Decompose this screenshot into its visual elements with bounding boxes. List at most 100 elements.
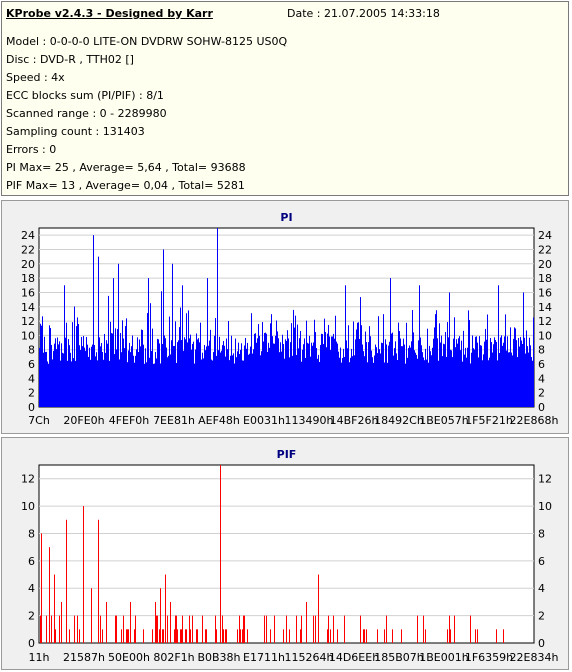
pi-bar [243, 360, 244, 407]
pi-bar [174, 345, 175, 407]
pi-bar [507, 336, 508, 407]
pi-bar [377, 353, 378, 407]
pi-bar [183, 350, 184, 407]
pi-bar [381, 342, 382, 407]
pif-bar [130, 601, 131, 643]
pif-bars [40, 465, 504, 643]
pi-bar [330, 349, 331, 407]
pi-bar [329, 336, 330, 407]
pif-bar [244, 615, 245, 643]
pi-bar [373, 362, 374, 407]
pi-bar [72, 322, 73, 407]
pi-bar [118, 263, 119, 407]
pi-bar [276, 320, 277, 407]
pi-bar [311, 342, 312, 407]
pif-bar [330, 629, 331, 643]
pi-bar [142, 330, 143, 407]
pif-bar [41, 533, 42, 643]
pi-bar [48, 363, 49, 407]
pi-bar [503, 342, 504, 407]
pi-bar [290, 342, 291, 407]
pi-bar [348, 325, 349, 407]
pi-bar [362, 344, 363, 407]
pi-bar [223, 340, 224, 407]
pif-bar [363, 629, 364, 643]
pif-bar [503, 629, 504, 643]
pi-bar [102, 352, 103, 407]
pi-bar [324, 318, 325, 407]
pi-bar [420, 337, 421, 407]
pi-ytick-right: 4 [538, 372, 545, 385]
pif-bar [222, 615, 223, 643]
pi-bar [56, 349, 57, 407]
pif-bar [237, 629, 238, 643]
pi-bar [123, 338, 124, 407]
pi-bar [359, 338, 360, 407]
pi-bar [62, 352, 63, 407]
pi-bar [459, 336, 460, 407]
pif-bar [176, 615, 177, 643]
pi-bar [85, 350, 86, 407]
pi-bar [74, 306, 75, 407]
pi-bar [344, 356, 345, 407]
pi-bar [92, 344, 93, 407]
pi-bar [514, 327, 515, 407]
pi-bar [191, 349, 192, 407]
pi-bar [82, 346, 83, 407]
pi-bar [39, 347, 40, 407]
pi-bar [498, 285, 499, 407]
pif-bar [344, 615, 345, 643]
pi-bar [169, 316, 170, 407]
pif-bar [223, 629, 224, 643]
pi-bar [493, 344, 494, 407]
pi-ytick-left: 2 [28, 387, 35, 400]
pi-bar [180, 307, 181, 407]
pi-bar [415, 352, 416, 407]
pif-bar [167, 615, 168, 643]
pi-bar [320, 344, 321, 407]
pi-bar [530, 345, 531, 407]
pi-bar [67, 360, 68, 407]
pi-bar [353, 321, 354, 407]
pif-bar [243, 615, 244, 643]
pi-bar [457, 343, 458, 407]
pi-bar [43, 352, 44, 407]
pif-bar [98, 519, 99, 643]
info-lines: Model : 0-0-0-0 LITE-ON DVDRW SOHW-8125 … [6, 33, 287, 195]
pi-bar [446, 356, 447, 407]
pi-ytick-right: 14 [538, 301, 552, 314]
pi-bar [69, 345, 70, 407]
pi-bar [432, 347, 433, 407]
pi-bar [257, 338, 258, 407]
pif-xtick-label: 115264h [285, 651, 334, 664]
pif-bar [128, 629, 129, 643]
pi-bar [249, 353, 250, 407]
pi-bar [246, 348, 247, 407]
pi-bar [272, 336, 273, 407]
speed-line: Speed : 4x [6, 71, 65, 84]
scanned-range-line: Scanned range : 0 - 2289980 [6, 107, 167, 120]
pif-ytick-left: 8 [28, 527, 35, 540]
pi-bar [80, 350, 81, 407]
pi-bar [480, 345, 481, 407]
pif-bar [283, 629, 284, 643]
pi-bar [448, 337, 449, 407]
pi-bar [281, 351, 282, 407]
pi-bar [301, 361, 302, 407]
pi-bar [95, 356, 96, 407]
pi-bar [434, 327, 435, 407]
pi-bar [297, 324, 298, 407]
pif-bar [127, 629, 128, 643]
pi-bar [227, 349, 228, 407]
pi-bar [192, 343, 193, 407]
pi-bar [145, 348, 146, 407]
pif-bar [475, 629, 476, 643]
pi-bar [366, 342, 367, 407]
pif-xtick-label: 11h [29, 651, 50, 664]
pi-bar [450, 349, 451, 407]
pi-bar [294, 327, 295, 407]
pi-bar [164, 335, 165, 407]
pif-xtick-label: 50E00h [108, 651, 150, 664]
pi-bar [455, 347, 456, 407]
pi-bar [179, 327, 180, 407]
